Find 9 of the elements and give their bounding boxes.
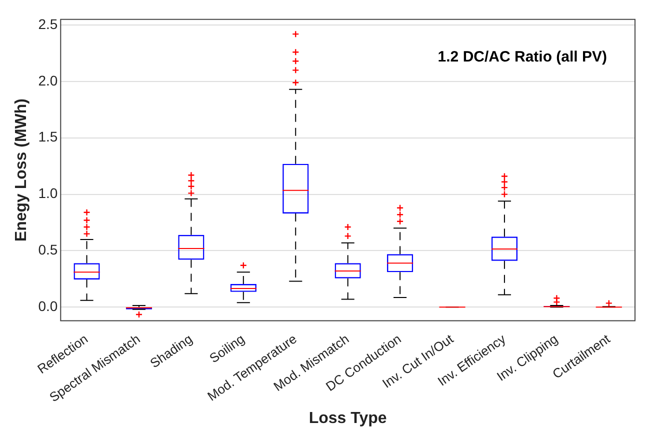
y-tick-label: 0.0 [38,298,58,314]
y-axis-title: Enegy Loss (MWh) [13,98,30,242]
y-tick-label: 2.0 [38,72,58,88]
text: 1.2 DC/AC Ratio (all PV) [438,48,607,66]
y-tick-label: 1.0 [38,185,58,202]
y-tick-label: 0.5 [38,242,58,258]
x-axis-title: Loss Type [308,410,387,427]
y-tick-label: 2.5 [38,16,58,32]
y-tick-label: 1.5 [38,128,58,145]
